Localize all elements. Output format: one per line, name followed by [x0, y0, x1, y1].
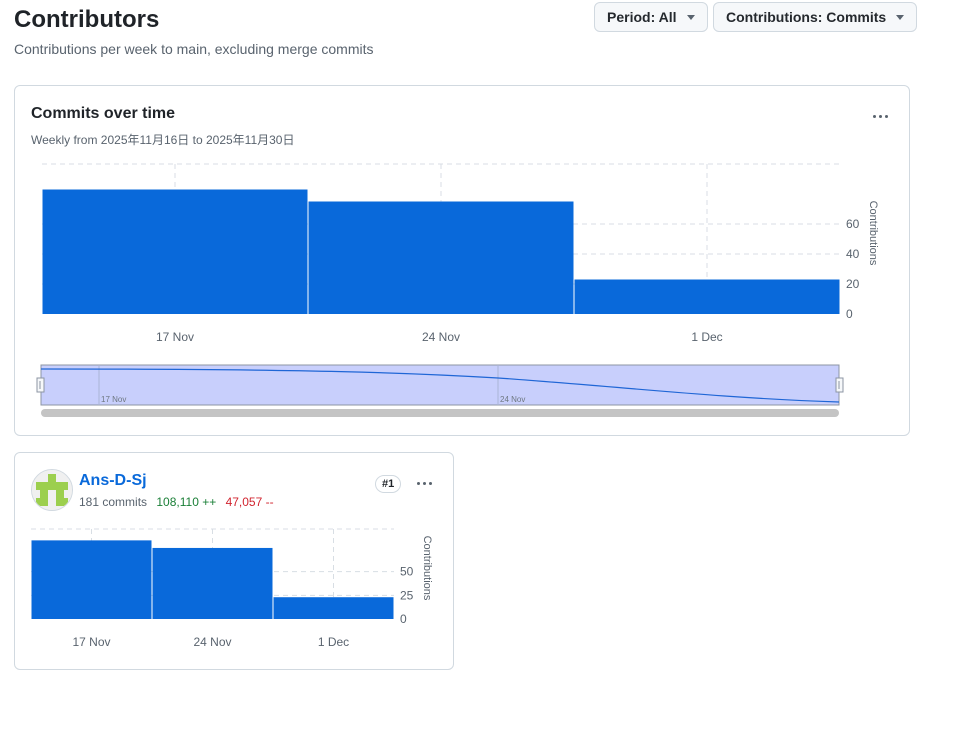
commit-count[interactable]: 181 commits: [79, 495, 148, 509]
rank-badge: #1: [375, 475, 402, 493]
card-subtitle: Weekly from 2025年11月16日 to 2025年11月30日: [31, 133, 295, 147]
chart-bar: [308, 201, 574, 314]
commits-chart: 17 Nov 24 Nov 1 Dec 0 20 40 60 Contributions: [42, 163, 879, 344]
brush-selection[interactable]: [40, 364, 840, 406]
chart-bar: [273, 597, 394, 619]
page-subtitle: Contributions per week to main, excludin…: [14, 41, 374, 57]
chart-bar: [31, 540, 152, 619]
page-title: Contributors: [14, 6, 160, 33]
y-axis-label: Contributions: [867, 201, 879, 266]
period-select-button[interactable]: Period: All: [594, 2, 708, 32]
y-tick-label: 0: [846, 307, 853, 321]
contributor-name-link[interactable]: Ans-D-Sj: [79, 472, 147, 489]
y-tick-label: 50: [400, 565, 414, 579]
x-tick-label: 24 Nov: [422, 330, 460, 344]
brush-tick-label: 24 Nov: [500, 395, 525, 404]
commits-over-time-card: Commits over time Weekly from 2025年11月16…: [14, 85, 910, 436]
y-axis-label: Contributions: [421, 536, 433, 601]
triangle-down-icon: [686, 14, 695, 20]
x-tick-label: 1 Dec: [691, 330, 722, 344]
time-brush[interactable]: 17 Nov 24 Nov: [15, 356, 909, 426]
kebab-horizontal-icon[interactable]: [412, 475, 436, 491]
kebab-horizontal-icon[interactable]: [868, 108, 892, 124]
y-tick-label: 0: [400, 612, 407, 626]
contributions-select-label: Contributions: Commits: [726, 9, 887, 25]
y-tick-label: 40: [846, 247, 860, 261]
x-tick-label: 1 Dec: [318, 635, 349, 649]
contributions-select-button[interactable]: Contributions: Commits: [713, 2, 918, 32]
chart-bar: [42, 189, 308, 314]
triangle-down-icon: [896, 14, 905, 20]
identicon-icon[interactable]: [31, 469, 73, 511]
chart-bar: [574, 279, 840, 314]
y-tick-label: 60: [846, 217, 860, 231]
brush-tick-label: 17 Nov: [101, 395, 126, 404]
contributor-commits-chart: 17 Nov 24 Nov 1 Dec 0 25 50 Contributions: [31, 528, 433, 649]
additions-count: 108,110 ++: [156, 495, 217, 509]
brush-scrollbar[interactable]: [41, 409, 839, 417]
y-tick-label: 20: [846, 277, 860, 291]
contributor-card: Ans-D-Sj 181 commits 108,110 ++ 47,057 -…: [14, 452, 454, 670]
contributor-stats: 181 commits 108,110 ++ 47,057 --: [79, 495, 274, 509]
x-tick-label: 24 Nov: [193, 635, 231, 649]
y-tick-label: 25: [400, 588, 414, 602]
brush-trend-line: [40, 368, 840, 403]
x-tick-label: 17 Nov: [156, 330, 194, 344]
card-title: Commits over time: [31, 105, 176, 122]
chart-bar: [152, 547, 273, 619]
x-tick-label: 17 Nov: [72, 635, 110, 649]
deletions-count: 47,057 --: [225, 495, 274, 509]
period-select-label: Period: All: [607, 9, 677, 25]
